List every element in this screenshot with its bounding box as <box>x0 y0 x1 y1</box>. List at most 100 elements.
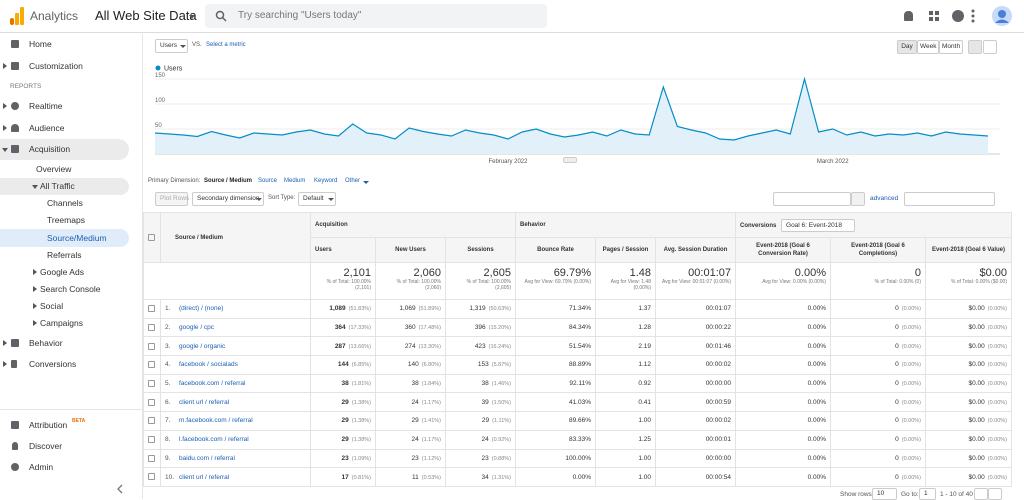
row-checkbox[interactable] <box>148 473 155 481</box>
dimension-link[interactable]: (direct) / (none) <box>179 305 224 313</box>
nav-item[interactable]: Discover <box>29 441 63 451</box>
metric-value: 00:00:00 <box>705 380 731 388</box>
nav-item[interactable]: Customization <box>29 61 83 71</box>
conversions-icon <box>11 360 17 368</box>
dimension-link[interactable]: client url / referral <box>179 473 230 481</box>
nav-item[interactable]: Campaigns <box>40 318 83 328</box>
period-button[interactable]: Day <box>897 40 917 54</box>
header-cell[interactable]: New Users <box>375 237 446 263</box>
nav-item[interactable]: Realtime <box>29 101 63 111</box>
dimension-link[interactable]: m.facebook.com / referral <box>179 417 253 425</box>
metric-value: 84.34% <box>568 324 591 332</box>
row-checkbox[interactable] <box>148 417 155 425</box>
nav-item[interactable]: Social <box>40 301 64 311</box>
apps-icon[interactable] <box>929 11 939 21</box>
prev-page[interactable] <box>974 488 988 500</box>
property-selector[interactable]: All Web Site Data <box>95 8 197 23</box>
more-icon[interactable] <box>971 9 975 23</box>
dimension-link[interactable]: client url / referral <box>179 398 230 406</box>
metric-value: $0.00 <box>968 436 985 444</box>
advanced-link[interactable]: advanced <box>870 195 899 202</box>
dimension-option[interactable]: Medium <box>284 178 306 184</box>
dimension-option[interactable]: Keyword <box>314 178 338 184</box>
nav-item[interactable]: Overview <box>36 164 72 174</box>
dimension-link[interactable]: l.facebook.com / referral <box>179 436 249 444</box>
period-button[interactable]: Week <box>917 40 939 54</box>
row-checkbox[interactable] <box>148 305 155 313</box>
dimension-option[interactable]: Other <box>345 178 361 184</box>
header-group: Behavior <box>515 212 736 238</box>
goto-input[interactable]: 1 <box>919 488 936 500</box>
table-search-input[interactable] <box>773 192 851 206</box>
nav-item-selected[interactable]: Source/Medium <box>47 233 107 243</box>
search-box[interactable]: Try searching "Users today" <box>205 4 547 28</box>
metric-select[interactable]: Users <box>155 39 188 53</box>
dimension-link[interactable]: google / cpc <box>179 324 215 332</box>
dimension-link[interactable]: baidu.com / referral <box>179 454 235 462</box>
next-page[interactable] <box>988 488 1002 500</box>
dimension-cell: 10. client url / referral <box>160 467 311 487</box>
nav-item[interactable]: Acquisition <box>29 144 71 154</box>
row-checkbox[interactable] <box>148 323 155 331</box>
nav-item[interactable]: Audience <box>29 123 65 133</box>
metric-cell: 153 (5.87%) <box>445 355 516 375</box>
dimension-link[interactable]: facebook.com / referral <box>179 380 246 388</box>
header-cell[interactable]: Pages / Session <box>595 237 656 263</box>
line-chart-toggle[interactable] <box>968 40 982 54</box>
notifications-icon[interactable] <box>904 11 913 21</box>
chart-resize-handle[interactable] <box>563 157 577 163</box>
dimension-option[interactable]: Source <box>258 178 278 184</box>
sort-type-select[interactable]: Default <box>298 192 336 206</box>
nav-item[interactable]: Conversions <box>29 359 77 369</box>
metric-cell: 2.19 <box>595 336 656 357</box>
avatar[interactable] <box>992 6 1012 26</box>
total-value: 69.79% <box>553 267 591 279</box>
nav-item[interactable]: Admin <box>29 462 54 472</box>
sort-type-label: Sort Type: <box>268 195 296 201</box>
metric-cell: 396 (15.20%) <box>445 317 516 338</box>
header-cell[interactable]: Users <box>310 237 376 263</box>
header-cell[interactable]: Sessions <box>445 237 516 263</box>
nav-item[interactable]: Behavior <box>29 338 63 348</box>
nav-item[interactable]: Referrals <box>47 250 82 260</box>
header-cell[interactable]: Event-2018 (Goal 6 Completions) <box>830 237 926 263</box>
plot-rows-button[interactable]: Plot Rows <box>155 192 189 206</box>
select-all-checkbox[interactable] <box>148 233 155 241</box>
secondary-dimension-select[interactable]: Secondary dimension <box>192 192 264 206</box>
nav-item[interactable]: Attribution <box>29 420 68 430</box>
row-checkbox[interactable] <box>148 342 155 350</box>
nav-item[interactable]: Google Ads <box>40 267 84 277</box>
view-toggle-group[interactable] <box>904 192 995 206</box>
row-checkbox[interactable] <box>148 398 155 406</box>
header-cell[interactable]: Event-2018 (Goal 6 Value) <box>925 237 1012 263</box>
row-checkbox[interactable] <box>148 454 155 462</box>
dimension-link[interactable]: facebook / socialads <box>179 361 238 369</box>
dimension-link[interactable]: google / organic <box>179 342 226 350</box>
row-checkbox[interactable] <box>148 379 155 387</box>
row-checkbox[interactable] <box>148 436 155 444</box>
period-button[interactable]: Month <box>939 40 963 54</box>
help-icon[interactable] <box>952 10 964 22</box>
motion-chart-toggle[interactable] <box>983 40 997 54</box>
metric-cell: 0.00% <box>515 467 596 487</box>
nav-item[interactable]: Channels <box>47 198 83 208</box>
header-cell[interactable]: Avg. Session Duration <box>655 237 736 263</box>
metric-cell: 0 (0.00%) <box>830 411 926 431</box>
total-value: 1.48 <box>629 267 651 279</box>
header-cell[interactable]: Event-2018 (Goal 6 Conversion Rate) <box>735 237 831 263</box>
nav-item[interactable]: Treemaps <box>47 215 85 225</box>
nav-item[interactable]: All Traffic <box>40 181 75 191</box>
row-checkbox[interactable] <box>148 361 155 369</box>
table-search-button[interactable] <box>851 192 865 206</box>
goal-select[interactable]: Goal 6: Event-2018 <box>781 218 856 232</box>
metric-cell: 1.25 <box>595 429 656 450</box>
header-cell[interactable]: Bounce Rate <box>515 237 596 263</box>
header-cell[interactable]: Source / Medium <box>160 212 311 263</box>
nav-item[interactable]: Search Console <box>40 284 101 294</box>
nav-item[interactable]: Home <box>29 39 52 49</box>
select-metric-link[interactable]: Select a metric <box>206 42 246 48</box>
metric-value: 1.37 <box>638 305 651 313</box>
attribution-icon <box>11 421 19 429</box>
collapse-sidebar[interactable] <box>116 484 124 494</box>
show-rows-select[interactable]: 10 <box>872 488 897 500</box>
